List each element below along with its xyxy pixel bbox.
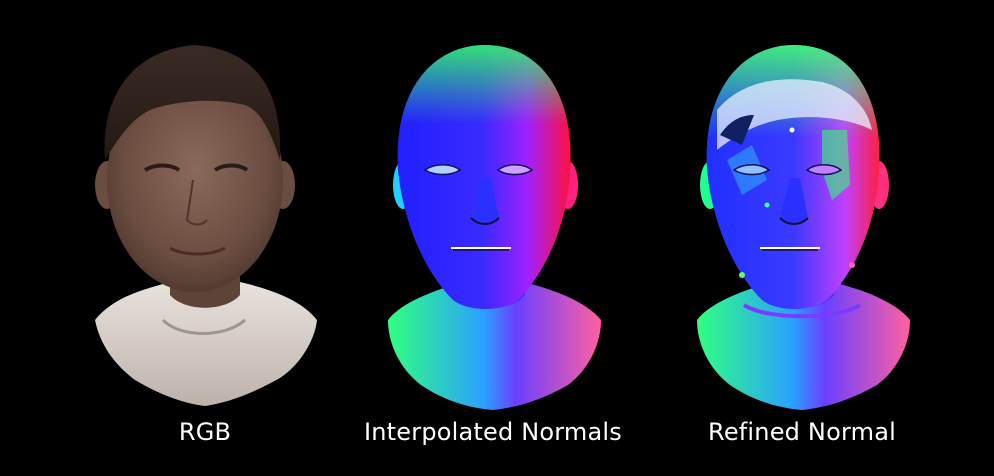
refined-normal-caption: Refined Normal	[708, 418, 896, 446]
interpolated-normals-panel: Interpolated Normals	[363, 0, 623, 476]
interpolated-normals-caption: Interpolated Normals	[363, 418, 622, 446]
refined-normal-image	[697, 45, 910, 410]
refined-normal-panel: Refined Normal	[672, 0, 932, 476]
rgb-panel: RGB	[75, 0, 335, 476]
rgb-face-image	[95, 45, 317, 406]
interpolated-normals-image	[388, 45, 601, 410]
rgb-caption: RGB	[178, 418, 232, 446]
